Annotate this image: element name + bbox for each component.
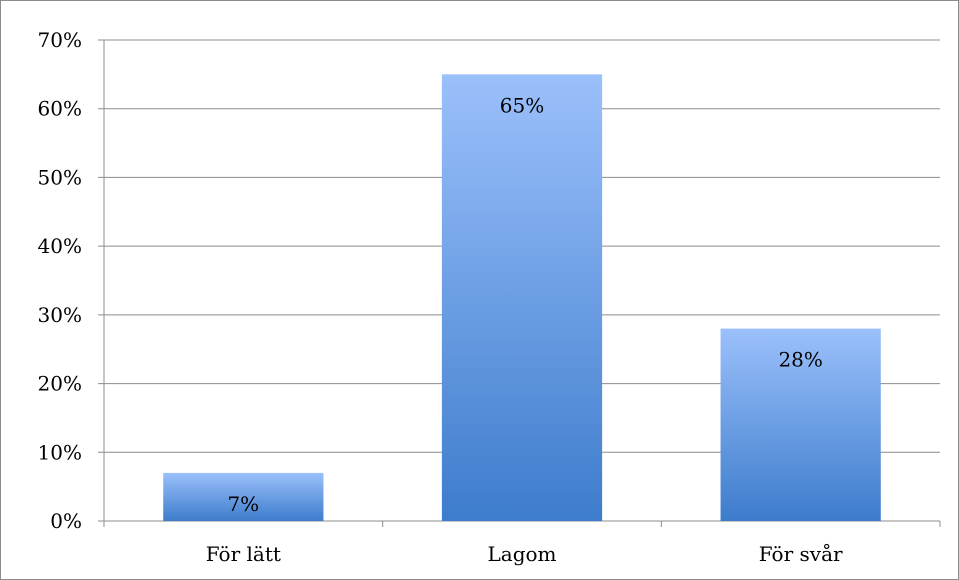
bar [441,74,603,521]
bars [163,74,881,521]
y-tick-label: 30% [38,303,82,327]
bar [720,328,881,521]
data-label: 65% [500,93,544,117]
y-tick-label: 60% [38,97,82,121]
x-axis-categories: För lätt Lagom För svår [206,542,843,566]
x-category-label: Lagom [487,542,556,566]
y-tick-label: 20% [38,372,82,396]
y-tick-label: 50% [38,165,82,189]
y-tick-label: 70% [38,28,82,52]
bar [163,472,324,521]
y-tick-label: 10% [38,440,82,464]
y-tick-label: 40% [38,234,82,258]
x-category-label: För svår [759,542,843,566]
x-category-label: För lätt [206,542,281,566]
y-axis-ticks: 0% 10% 20% 30% 40% 50% 60% 70% [38,28,82,533]
y-tick-label: 0% [50,509,82,533]
data-label: 7% [227,492,259,516]
data-label: 28% [778,348,822,372]
data-labels: 7% 65% 28% [227,93,822,516]
